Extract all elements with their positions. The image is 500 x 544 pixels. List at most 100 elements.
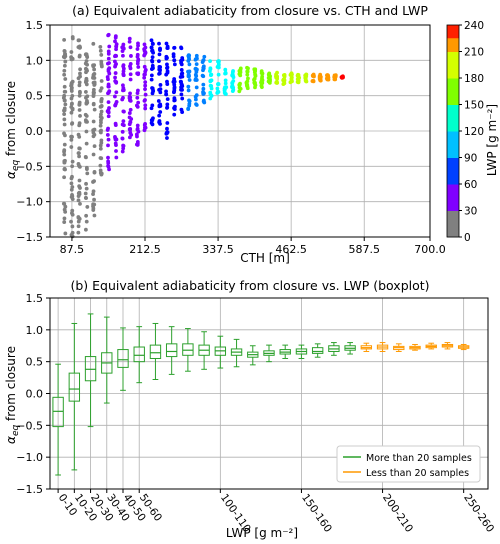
scatter-point bbox=[98, 48, 103, 53]
scatter-point bbox=[62, 220, 67, 224]
scatter-point bbox=[259, 83, 264, 88]
scatter-point bbox=[150, 103, 155, 108]
scatter-point bbox=[164, 89, 168, 94]
scatter-point bbox=[76, 76, 81, 81]
scatter-point bbox=[310, 79, 315, 83]
scatter-point bbox=[193, 72, 198, 77]
scatter-point bbox=[143, 125, 148, 130]
scatter-point bbox=[289, 72, 294, 77]
scatter-point bbox=[135, 54, 140, 59]
scatter-point bbox=[165, 106, 169, 110]
scatter-point bbox=[237, 72, 242, 76]
scatter-point bbox=[128, 72, 133, 77]
scatter-point bbox=[172, 45, 177, 50]
scatter-point bbox=[91, 119, 96, 124]
scatter-point bbox=[114, 155, 119, 160]
scatter-point bbox=[231, 73, 235, 78]
scatter-point bbox=[98, 88, 103, 93]
scatter-point bbox=[165, 69, 170, 74]
scatter-point bbox=[84, 114, 89, 118]
box-plot bbox=[425, 342, 437, 350]
scatter-point bbox=[127, 127, 132, 132]
scatter-point bbox=[121, 46, 126, 51]
x-tick-label: 587.5 bbox=[348, 243, 380, 256]
colorbar-label: LWP [g m⁻²] bbox=[485, 104, 499, 176]
scatter-point bbox=[253, 74, 258, 78]
scatter-point bbox=[165, 66, 169, 70]
box-plot bbox=[117, 327, 129, 391]
panel-b-y-label: αeq from closure bbox=[4, 346, 21, 444]
scatter-point bbox=[70, 159, 75, 164]
scatter-point bbox=[69, 50, 74, 54]
scatter-point bbox=[208, 78, 213, 83]
scatter-point bbox=[143, 121, 148, 126]
box-iqr bbox=[117, 349, 129, 368]
scatter-point bbox=[122, 109, 126, 114]
scatter-point bbox=[78, 89, 82, 94]
scatter-point bbox=[107, 71, 112, 76]
scatter-point bbox=[114, 149, 118, 153]
scatter-point bbox=[149, 77, 154, 82]
scatter-point bbox=[136, 100, 141, 105]
panel-b-x-label: LWP [g m⁻²] bbox=[226, 526, 298, 540]
scatter-point bbox=[128, 45, 133, 50]
colorbar-tick-label: 120 bbox=[464, 126, 484, 138]
scatter-point bbox=[62, 122, 67, 127]
colorbar-segment bbox=[447, 51, 459, 79]
scatter-point bbox=[200, 60, 205, 65]
colorbar-tick-label: 60 bbox=[464, 179, 477, 191]
y-tick-label: 1.0 bbox=[26, 324, 44, 337]
scatter-point bbox=[70, 230, 75, 235]
scatter-point bbox=[121, 95, 125, 100]
scatter-point bbox=[230, 81, 235, 85]
box-plot bbox=[295, 344, 308, 359]
scatter-point bbox=[62, 55, 67, 60]
scatter-point bbox=[99, 138, 104, 143]
scatter-point bbox=[143, 98, 147, 102]
scatter-point bbox=[83, 118, 88, 123]
scatter-point bbox=[311, 73, 316, 78]
scatter-point bbox=[296, 80, 301, 84]
scatter-point bbox=[92, 76, 97, 80]
scatter-point bbox=[157, 113, 162, 118]
scatter-point bbox=[107, 167, 111, 172]
scatter-point bbox=[165, 121, 170, 125]
legend-label-more: More than 20 samples bbox=[366, 453, 472, 464]
scatter-point bbox=[98, 146, 103, 151]
scatter-point bbox=[259, 78, 264, 83]
scatter-point bbox=[99, 97, 104, 102]
scatter-point bbox=[78, 164, 82, 169]
scatter-point bbox=[99, 128, 103, 133]
scatter-point bbox=[92, 67, 97, 72]
scatter-point bbox=[135, 47, 140, 51]
scatter-point bbox=[260, 74, 265, 79]
scatter-point bbox=[187, 101, 192, 106]
scatter-point bbox=[83, 195, 88, 200]
scatter-point bbox=[128, 66, 133, 71]
scatter-point bbox=[84, 181, 88, 186]
y-tick-label: 0.0 bbox=[26, 125, 44, 138]
scatter-point bbox=[149, 73, 154, 78]
scatter-point bbox=[113, 71, 118, 75]
scatter-point bbox=[62, 216, 67, 221]
scatter-point bbox=[128, 120, 133, 125]
scatter-point bbox=[186, 73, 191, 78]
scatter-point bbox=[92, 127, 97, 132]
scatter-point bbox=[98, 171, 103, 175]
legend: More than 20 samples Less than 20 sample… bbox=[336, 445, 481, 483]
scatter-point bbox=[84, 59, 89, 63]
scatter-point bbox=[121, 123, 126, 128]
scatter-point bbox=[120, 136, 125, 141]
scatter-point bbox=[77, 45, 82, 50]
panel-b-y-ticks: −1.5 −1.0 −0.5 0.0 0.5 1.0 1.5 bbox=[16, 292, 50, 496]
scatter-point bbox=[106, 49, 111, 54]
scatter-point bbox=[165, 62, 169, 67]
scatter-point bbox=[223, 70, 228, 75]
scatter-point bbox=[77, 178, 82, 183]
scatter-point bbox=[69, 145, 74, 149]
scatter-point bbox=[150, 55, 155, 60]
scatter-point bbox=[76, 215, 81, 219]
scatter-point bbox=[77, 93, 82, 98]
scatter-point bbox=[63, 231, 68, 236]
scatter-point bbox=[70, 93, 75, 98]
